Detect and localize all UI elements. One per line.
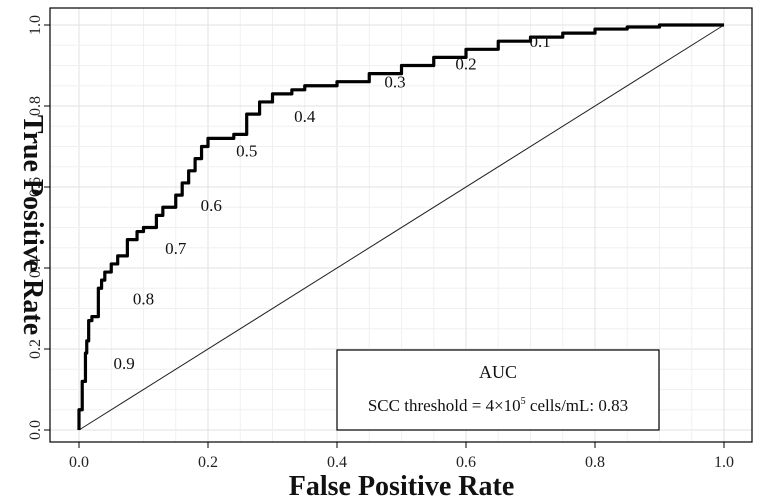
- y-tick-label: 0.4: [27, 258, 44, 278]
- legend-entry: SCC threshold = 4×105 cells/mL: 0.83: [368, 396, 628, 415]
- roc-curve-line: [77, 23, 724, 430]
- x-tick-label: 0.2: [198, 454, 218, 471]
- x-tick-label: 0.0: [69, 454, 89, 471]
- threshold-label: 0.5: [236, 142, 257, 161]
- x-tick-label: 1.0: [714, 454, 734, 471]
- threshold-label: 0.6: [201, 196, 222, 215]
- y-tick-label: 1.0: [27, 15, 44, 35]
- threshold-label: 0.4: [294, 107, 316, 126]
- threshold-label: 0.2: [455, 54, 476, 73]
- threshold-label: 0.9: [114, 354, 135, 373]
- plot-border: [49, 7, 753, 443]
- x-axis-ticks: 0.0 0.2 0.4 0.6 0.8 1.0: [69, 442, 734, 471]
- y-tick-label: 0.2: [27, 339, 44, 359]
- x-tick-label: 0.4: [327, 454, 347, 471]
- legend-box: AUC SCC threshold = 4×105 cells/mL: 0.83: [336, 349, 660, 431]
- legend-title: AUC: [479, 362, 517, 382]
- y-tick-label: 0.0: [27, 420, 44, 440]
- legend-entry-exponent: 5: [521, 396, 526, 407]
- legend-entry-suffix: cells/mL: 0.83: [526, 396, 628, 415]
- reference-diagonal-line: [78, 24, 725, 431]
- legend-entry-prefix: SCC threshold = 4×10: [368, 396, 521, 415]
- x-tick-label: 0.6: [456, 454, 476, 471]
- threshold-label: 0.8: [133, 289, 154, 308]
- x-tick-label: 0.8: [585, 454, 605, 471]
- x-axis-title: False Positive Rate: [289, 471, 515, 502]
- threshold-label: 0.3: [384, 73, 405, 92]
- legend-frame: [336, 349, 660, 431]
- y-tick-label: 0.6: [27, 177, 44, 197]
- y-axis-ticks: 0.0 0.2 0.4 0.6 0.8 1.0: [27, 15, 50, 440]
- threshold-labels: 0.9 0.8 0.7 0.6 0.5 0.4 0.3 0.2 0.1: [114, 32, 551, 373]
- threshold-label: 0.1: [530, 32, 551, 51]
- y-axis-title: True Positive Rate: [17, 115, 48, 335]
- threshold-label: 0.7: [165, 239, 187, 258]
- y-tick-label: 0.8: [27, 96, 44, 116]
